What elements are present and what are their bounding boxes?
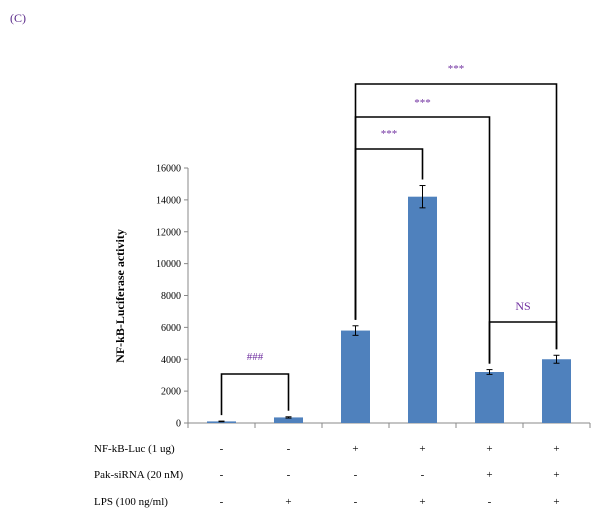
condition-symbol: + xyxy=(486,469,492,481)
condition-symbol: + xyxy=(486,443,492,455)
y-tick-label: 8000 xyxy=(161,291,181,302)
condition-symbol: - xyxy=(220,496,224,508)
y-tick-label: 2000 xyxy=(161,387,181,398)
condition-symbol: - xyxy=(220,443,224,455)
condition-symbol: + xyxy=(419,496,425,508)
significance-label: *** xyxy=(381,128,398,140)
condition-label: Pak-siRNA (20 nM) xyxy=(94,469,184,481)
condition-symbol: - xyxy=(220,469,224,481)
bar xyxy=(274,417,303,423)
significance-bracket xyxy=(488,321,558,364)
y-tick-label: 16000 xyxy=(156,164,181,175)
condition-symbol: + xyxy=(553,469,559,481)
bar xyxy=(408,196,437,423)
condition-symbol: - xyxy=(287,469,291,481)
bar xyxy=(475,372,504,423)
y-tick-label: 6000 xyxy=(161,323,181,334)
bar xyxy=(542,359,571,423)
condition-symbol: - xyxy=(488,496,492,508)
condition-symbol: + xyxy=(553,443,559,455)
significance-label: NS xyxy=(515,299,530,313)
condition-symbol: + xyxy=(419,443,425,455)
condition-label: LPS (100 ng/ml) xyxy=(94,496,168,508)
condition-symbol: + xyxy=(553,496,559,508)
y-axis-label: NF-kB-Luciferase activity xyxy=(113,229,127,363)
significance-label: *** xyxy=(414,97,431,109)
y-tick-label: 0 xyxy=(176,419,181,430)
plot-area: 0 2000 4000 6000 8000 10000 12000 14000 16000 ###… xyxy=(94,63,591,508)
condition-symbol: - xyxy=(421,469,425,481)
condition-symbol: - xyxy=(287,443,291,455)
significance-label: *** xyxy=(448,63,465,75)
significance-bracket xyxy=(220,373,290,416)
y-tick-label: 12000 xyxy=(156,227,181,238)
significance-bracket xyxy=(354,83,558,350)
condition-symbol: + xyxy=(285,496,291,508)
y-tick-label: 14000 xyxy=(156,195,181,206)
condition-symbol: - xyxy=(354,469,358,481)
y-tick-label: 10000 xyxy=(156,259,181,270)
bar xyxy=(341,330,370,423)
y-tick-label: 4000 xyxy=(161,355,181,366)
condition-label: NF-kB-Luc (1 ug) xyxy=(94,443,175,455)
panel-label: (C) xyxy=(10,11,26,25)
significance-label: ### xyxy=(247,351,264,363)
condition-symbol: - xyxy=(354,496,358,508)
condition-symbol: + xyxy=(352,443,358,455)
